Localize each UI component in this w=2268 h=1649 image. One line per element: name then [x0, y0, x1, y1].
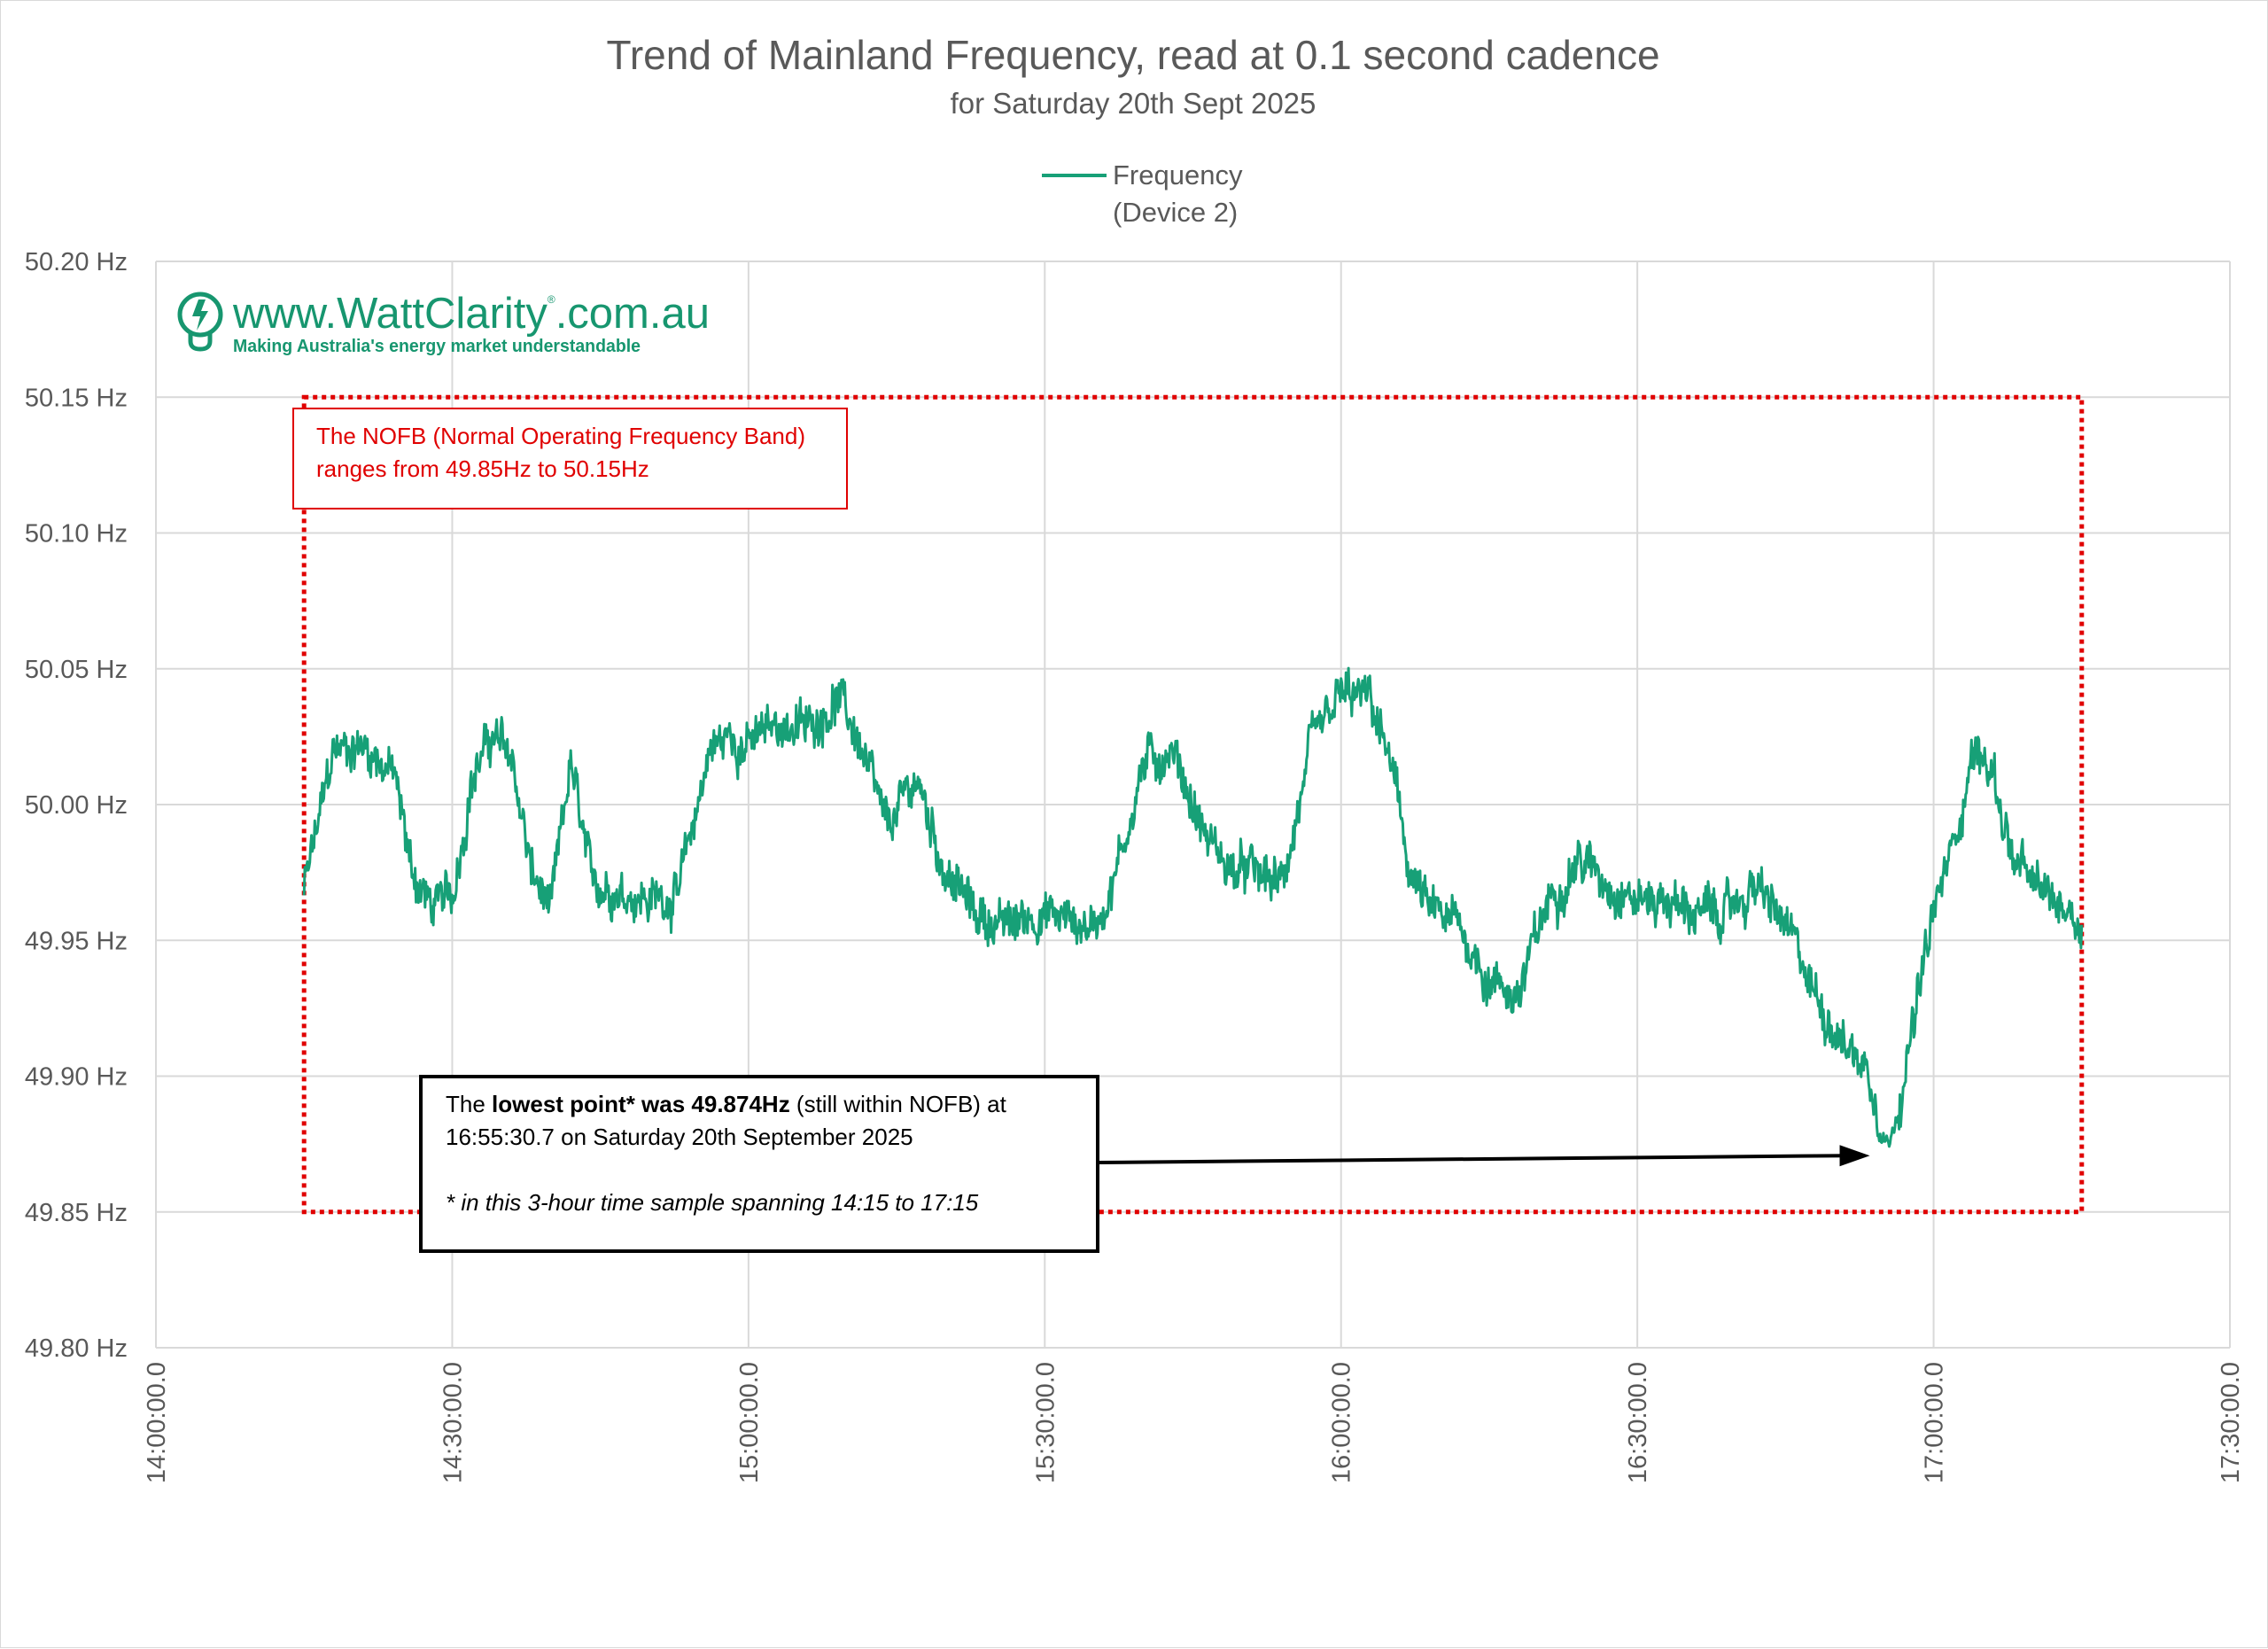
nofb-label-frame: [292, 408, 848, 509]
annotation-arrow-line: [1097, 1154, 1847, 1164]
chart-subtitle: for Saturday 20th Sept 2025: [951, 87, 1317, 120]
logo-registered-mark: ®: [548, 293, 555, 306]
wattclarity-logo: www.WattClarity®.com.au Making Australia…: [177, 290, 710, 356]
nofb-label-line2: ranges from 49.85Hz to 50.15Hz: [316, 455, 649, 482]
logo-url: www.WattClarity®.com.au: [232, 290, 710, 338]
y-tick-label: 49.85 Hz: [25, 1199, 128, 1227]
annotation-line3: * in this 3-hour time sample spanning 14…: [446, 1189, 979, 1216]
lowest-point-annotation: The lowest point* was 49.874Hz (still wi…: [419, 1075, 1870, 1253]
nofb-label-line1: The NOFB (Normal Operating Frequency Ban…: [316, 423, 805, 449]
y-tick-label: 49.80 Hz: [25, 1334, 128, 1363]
lightbulb-bolt-icon: [177, 292, 223, 352]
y-tick-label: 50.15 Hz: [25, 384, 128, 412]
x-tick-label: 15:30:00.0: [1031, 1362, 1060, 1483]
x-tick-label: 17:00:00.0: [1921, 1362, 1949, 1483]
y-tick-label: 50.05 Hz: [25, 656, 128, 684]
annotation-line1: The lowest point* was 49.874Hz (still wi…: [446, 1091, 1007, 1117]
logo-url-prefix: www.: [232, 290, 337, 338]
legend-label-line2: (Device 2): [1113, 197, 1238, 228]
chart-title: Trend of Mainland Frequency, read at 0.1…: [606, 32, 1659, 78]
logo-url-suffix: .com.au: [555, 290, 710, 338]
x-tick-label: 16:00:00.0: [1328, 1362, 1356, 1483]
series-line-frequency: [302, 666, 2084, 1148]
legend-label-line1: Frequency: [1113, 159, 1243, 191]
x-tick-label: 17:30:00.0: [2217, 1362, 2245, 1483]
annotation-box: [419, 1075, 1099, 1253]
x-tick-label: 15:00:00.0: [735, 1362, 764, 1483]
y-tick-label: 50.00 Hz: [25, 791, 128, 820]
y-tick-label: 49.90 Hz: [25, 1063, 128, 1092]
logo-url-brand: WattClarity: [337, 290, 548, 338]
annotation-arrow-head: [1839, 1145, 1870, 1167]
x-axis-ticks: 14:00:00.0 14:30:00.0 15:00:00.0 15:30:00.0…: [143, 1362, 2245, 1483]
legend: Frequency (Device 2): [1042, 159, 1243, 228]
nofb-label-box: The NOFB (Normal Operating Frequency Ban…: [292, 408, 848, 509]
annotation-line1-suffix: (still within NOFB) at: [790, 1091, 1007, 1117]
x-tick-label: 16:30:00.0: [1624, 1362, 1652, 1483]
annotation-line1-bold: lowest point* was 49.874Hz: [492, 1091, 790, 1117]
nofb-band-boundary: [301, 394, 2085, 1215]
y-axis-ticks: 50.20 Hz 50.15 Hz 50.10 Hz 50.05 Hz 50.00 Hz…: [25, 248, 128, 1363]
x-tick-label: 14:30:00.0: [439, 1362, 467, 1483]
y-tick-label: 49.95 Hz: [25, 927, 128, 955]
logo-tagline: Making Australia's energy market underst…: [233, 337, 641, 356]
annotation-line2: 16:55:30.7 on Saturday 20th September 20…: [446, 1124, 913, 1150]
x-tick-label: 14:00:00.0: [143, 1362, 171, 1483]
annotation-line1-prefix: The: [446, 1091, 492, 1117]
y-tick-label: 50.10 Hz: [25, 520, 128, 548]
y-tick-label: 50.20 Hz: [25, 248, 128, 276]
